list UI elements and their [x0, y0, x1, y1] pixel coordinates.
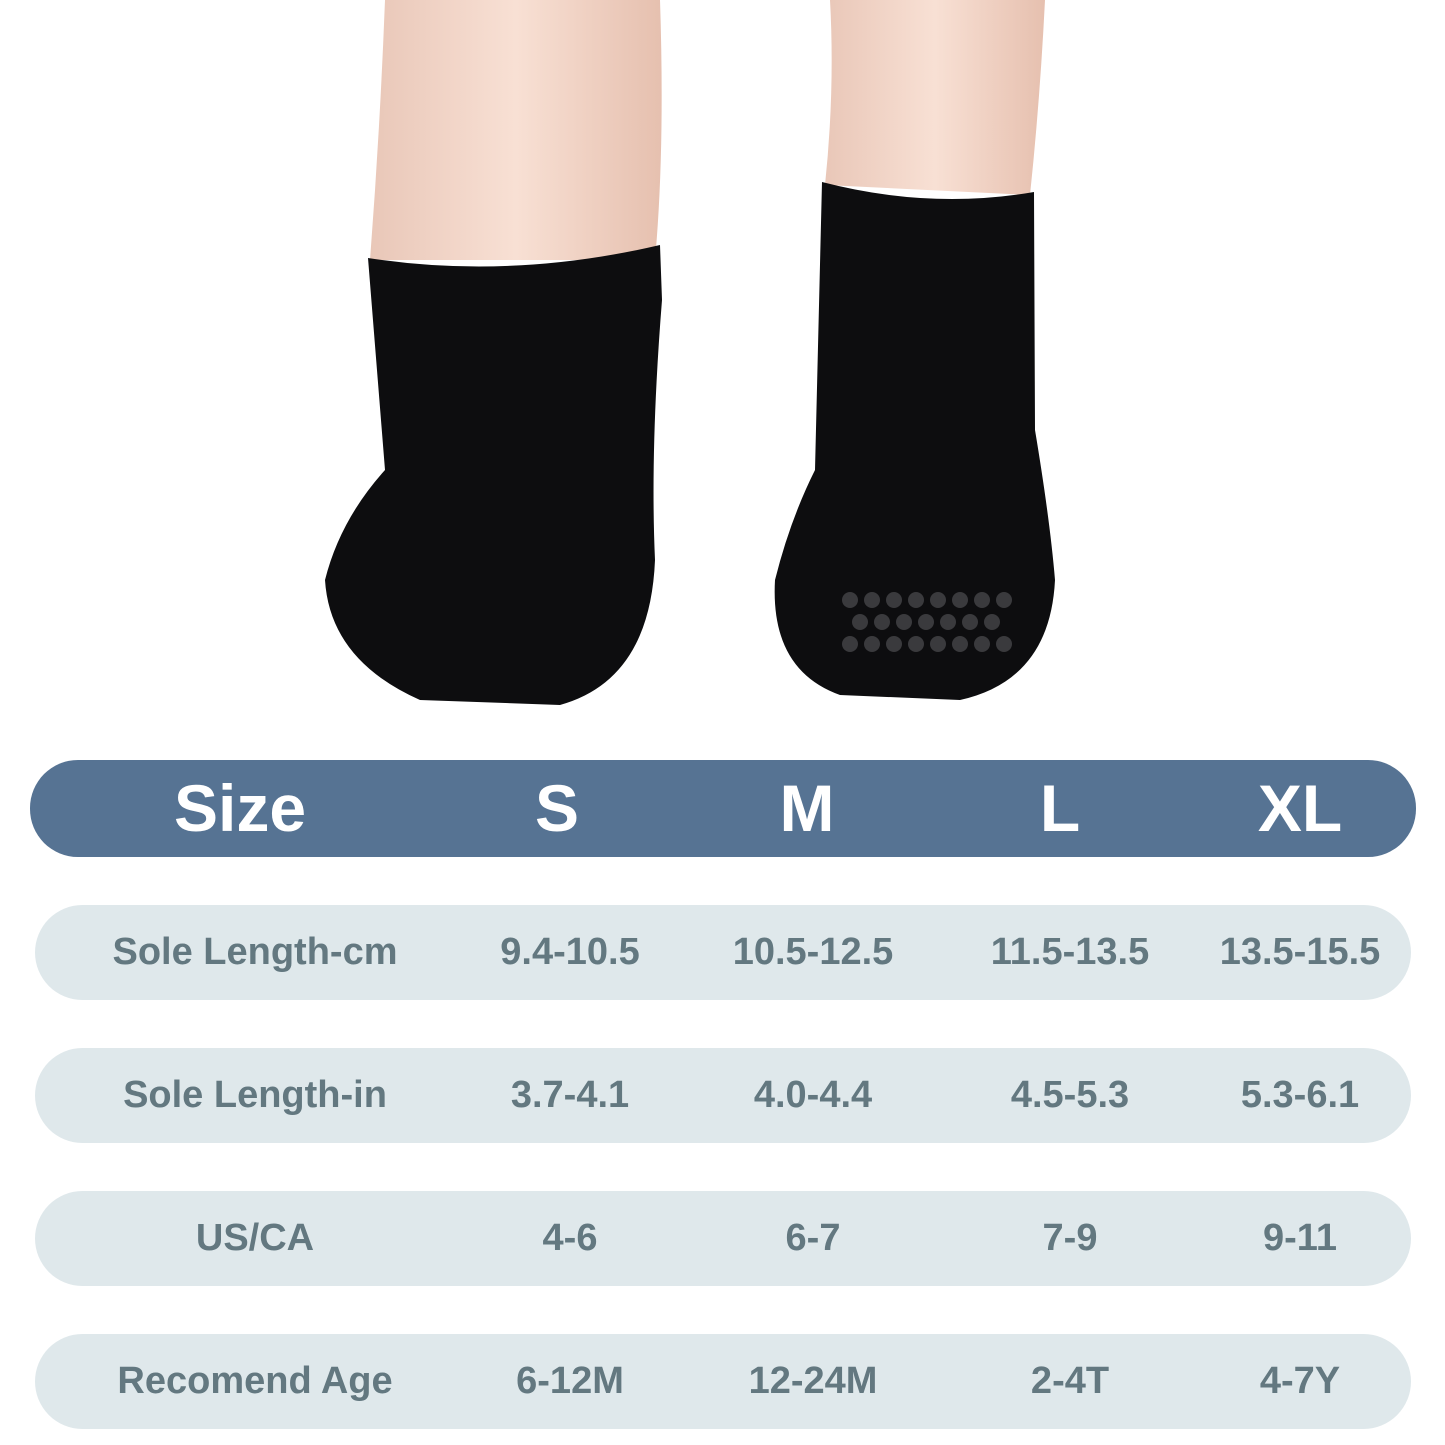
row-sole-length-in: Sole Length-in 3.7-4.1 4.0-4.4 4.5-5.3 5…	[35, 1048, 1411, 1143]
cell-m: 10.5-12.5	[732, 931, 894, 973]
cell-s: 4-6	[542, 1217, 598, 1259]
row-label: Sole Length-cm	[112, 931, 398, 973]
cell-l: 4.5-5.3	[1010, 1074, 1130, 1116]
cell-s: 3.7-4.1	[510, 1074, 630, 1116]
product-photo	[325, 0, 1055, 705]
row-label: Recomend Age	[117, 1360, 393, 1402]
row-sole-length-cm: Sole Length-cm 9.4-10.5 10.5-12.5 11.5-1…	[35, 905, 1411, 1000]
cell-xl: 9-11	[1263, 1217, 1337, 1259]
header-m: M	[779, 771, 835, 845]
cell-s: 9.4-10.5	[500, 931, 640, 973]
cell-s: 6-12M	[516, 1360, 624, 1402]
cell-m: 6-7	[785, 1217, 841, 1259]
row-recommend-age: Recomend Age 6-12M 12-24M 2-4T 4-7Y	[35, 1334, 1411, 1429]
header-xl: XL	[1257, 771, 1343, 845]
header-s: S	[534, 771, 580, 845]
row-label: US/CA	[195, 1217, 315, 1259]
cell-xl: 13.5-15.5	[1219, 931, 1381, 973]
row-label: Sole Length-in	[123, 1074, 387, 1116]
size-header-bar: Size S M L XL	[30, 760, 1416, 857]
header-size: Size	[173, 771, 307, 845]
cell-xl: 4-7Y	[1259, 1360, 1341, 1402]
cell-m: 4.0-4.4	[753, 1074, 873, 1116]
left-leg	[325, 0, 662, 705]
row-us-ca: US/CA 4-6 6-7 7-9 9-11	[35, 1191, 1411, 1286]
cell-l: 11.5-13.5	[990, 931, 1150, 973]
cell-m: 12-24M	[748, 1360, 878, 1402]
header-l: L	[1039, 771, 1081, 845]
cell-l: 2-4T	[1030, 1360, 1110, 1402]
right-leg	[774, 0, 1055, 700]
cell-l: 7-9	[1042, 1217, 1098, 1259]
cell-xl: 5.3-6.1	[1240, 1074, 1360, 1116]
